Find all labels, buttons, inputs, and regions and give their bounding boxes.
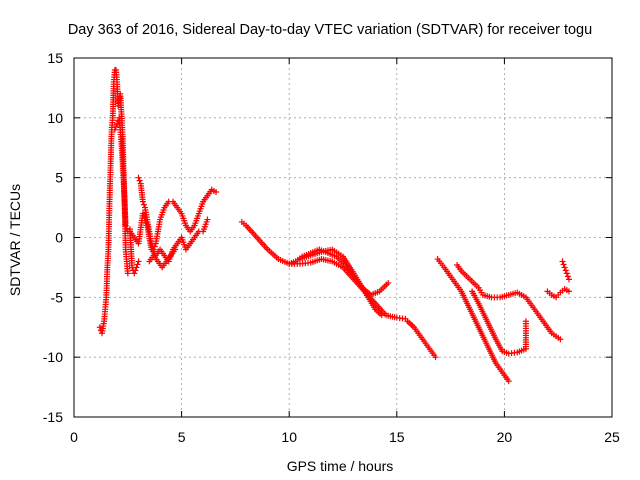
data-point — [140, 201, 147, 208]
data-point — [139, 198, 146, 205]
data-point — [124, 270, 131, 277]
x-tick-label: 20 — [497, 429, 513, 445]
data-point — [136, 177, 143, 184]
data-point — [561, 264, 568, 271]
y-tick-label: 5 — [55, 170, 63, 186]
data-point — [132, 267, 139, 274]
data-point — [172, 246, 179, 253]
data-point — [213, 189, 220, 196]
y-tick-label: 15 — [47, 50, 63, 66]
x-tick-label: 10 — [281, 429, 297, 445]
data-point — [133, 264, 140, 271]
data-point — [432, 354, 439, 361]
data-point — [204, 216, 211, 223]
data-point — [565, 288, 572, 295]
x-axis-label: GPS time / hours — [287, 458, 394, 474]
data-point — [557, 336, 564, 343]
chart-title: Day 363 of 2016, Sidereal Day-to-day VTE… — [68, 22, 592, 38]
y-tick-label: 0 — [55, 230, 63, 246]
y-tick-label: -5 — [51, 289, 64, 305]
data-point — [131, 270, 138, 277]
data-point — [96, 324, 103, 331]
data-point — [135, 258, 142, 265]
data-point — [122, 222, 129, 229]
data-point — [565, 276, 572, 283]
data-points — [96, 66, 572, 385]
x-tick-label: 25 — [604, 429, 620, 445]
data-point — [378, 312, 385, 319]
data-point — [522, 318, 529, 325]
data-point — [111, 126, 118, 133]
data-point — [560, 261, 567, 268]
y-tick-label: -15 — [43, 409, 63, 425]
data-point — [385, 279, 392, 286]
data-point — [151, 243, 158, 250]
axes: 0 5 10 15 20 25 -15 -10 -5 0 5 10 15 — [43, 50, 620, 445]
data-point — [134, 261, 141, 268]
data-point — [559, 258, 566, 265]
y-tick-label: 10 — [47, 110, 63, 126]
data-point — [563, 270, 570, 277]
data-point — [564, 273, 571, 280]
x-tick-label: 5 — [178, 429, 186, 445]
data-point — [135, 174, 142, 181]
data-point — [562, 267, 569, 274]
x-tick-label: 0 — [70, 429, 78, 445]
y-tick-label: -10 — [43, 349, 63, 365]
x-tick-label: 15 — [389, 429, 405, 445]
data-point — [505, 378, 512, 385]
y-axis-label: SDTVAR / TECUs — [7, 184, 23, 296]
